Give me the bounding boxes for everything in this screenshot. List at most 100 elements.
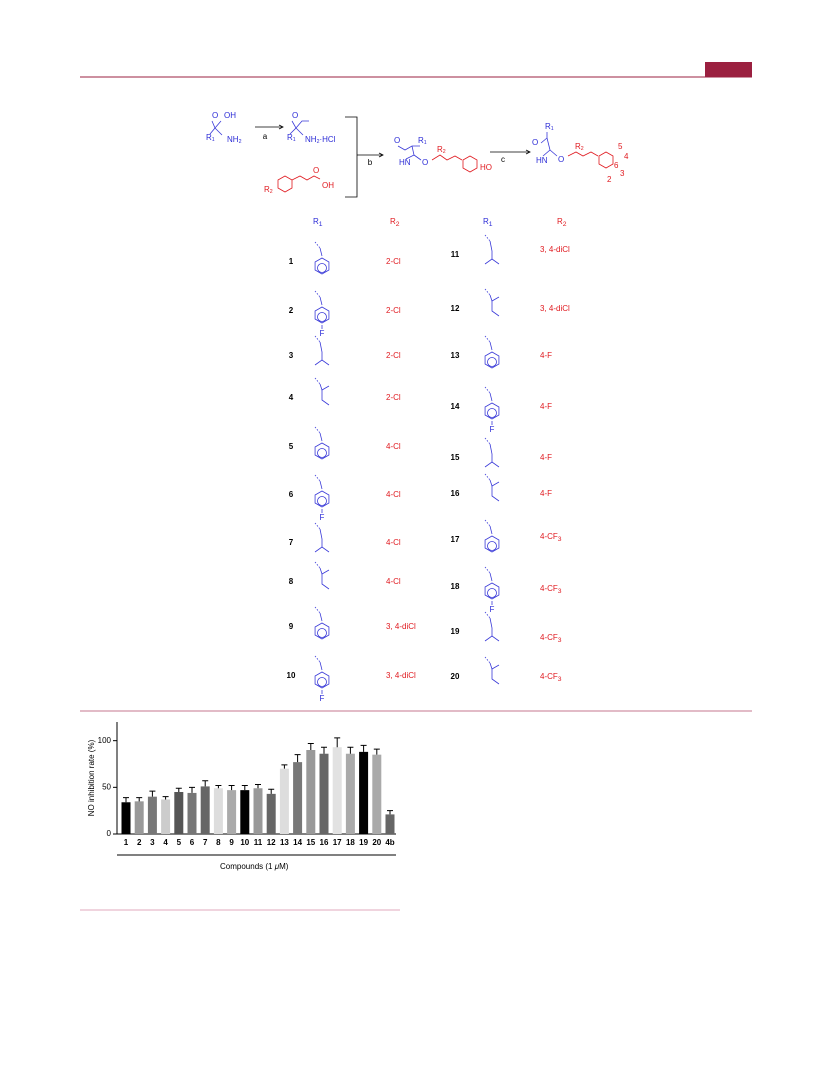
- label-main: 3, 4-diCl: [386, 671, 416, 680]
- ring: [484, 351, 500, 369]
- x-axis-label: Compounds (1 μM): [220, 862, 289, 871]
- label-italic: μ: [274, 862, 280, 871]
- attach-point: [314, 377, 321, 385]
- compound-number: 9: [289, 622, 294, 631]
- bond: [319, 296, 323, 306]
- ring: [314, 622, 330, 640]
- bond: [489, 479, 500, 487]
- x-tick-label: 4b: [385, 838, 394, 847]
- compound-number: 13: [451, 351, 460, 360]
- attach-point: [484, 234, 491, 242]
- x-tick-label: 5: [177, 838, 182, 847]
- ring: [598, 151, 614, 169]
- bond: [214, 120, 222, 129]
- ring: [484, 535, 500, 553]
- bar: [161, 799, 171, 834]
- label-tail: M): [279, 862, 289, 871]
- error-bar: [281, 764, 288, 769]
- y-axis-label: NO inhibition rate (%): [87, 739, 96, 816]
- compound-number: 6: [289, 490, 294, 499]
- r2-substituent: 3, 4-diCl: [386, 671, 416, 680]
- reagent-label: a: [263, 132, 268, 141]
- bond: [291, 175, 321, 181]
- bar: [332, 747, 342, 834]
- attach-point: [314, 290, 321, 298]
- r2-substituent: 2-Cl: [386, 306, 401, 315]
- bar: [319, 753, 329, 834]
- compound-number: 4: [289, 393, 294, 402]
- bond: [289, 120, 297, 135]
- error-bar: [387, 810, 393, 815]
- atom-label: F: [320, 694, 325, 703]
- label-sub: 1: [489, 221, 493, 228]
- compound-number: 2: [289, 306, 294, 315]
- error-bar: [189, 786, 195, 793]
- compound-number: 14: [451, 402, 460, 411]
- error-bar: [228, 784, 235, 791]
- bond: [319, 383, 330, 391]
- bar: [187, 792, 197, 834]
- label-main: NH: [227, 135, 239, 144]
- x-tick-label: 14: [293, 838, 302, 847]
- label-sub: 1: [212, 137, 215, 143]
- x-tick-label: 8: [216, 838, 221, 847]
- bracket: [345, 116, 358, 198]
- column-header: R2: [557, 217, 567, 228]
- label-main: 4-Cl: [386, 538, 401, 547]
- scheme-label: HN: [399, 158, 411, 167]
- arrow-head: [525, 149, 531, 155]
- label-main: NH: [305, 135, 317, 144]
- x-tick-label: 15: [306, 838, 315, 847]
- ring-bond: [317, 448, 327, 458]
- bond: [491, 301, 500, 317]
- scheme-label: R1: [206, 133, 215, 143]
- error-bar: [149, 790, 156, 797]
- bond: [214, 127, 223, 136]
- x-tick-label: 10: [240, 838, 249, 847]
- bond: [489, 443, 493, 462]
- attach-point: [314, 241, 321, 249]
- ring: [314, 257, 330, 275]
- scheme-label: 4: [624, 152, 629, 161]
- compound-number: 8: [289, 577, 294, 586]
- atom-label: F: [320, 513, 325, 522]
- label-main: R: [418, 136, 424, 145]
- bar: [121, 802, 131, 834]
- x-tick-label: 20: [372, 838, 381, 847]
- label-main: OH: [322, 181, 334, 190]
- compound-number: 16: [451, 489, 460, 498]
- error-bar: [347, 746, 354, 754]
- y-tick-label: 0: [107, 829, 112, 838]
- label-main: 4-CF: [540, 584, 558, 593]
- label-sub: 2: [443, 149, 446, 155]
- x-tick-label: 18: [346, 838, 355, 847]
- label-main: 4-F: [540, 453, 552, 462]
- label-main: R: [264, 185, 270, 194]
- bond: [489, 525, 493, 535]
- bond: [314, 546, 330, 553]
- attach-point: [484, 437, 491, 445]
- atom-label: F: [490, 425, 495, 434]
- x-tick-label: 1: [124, 838, 129, 847]
- label-main: 2-Cl: [386, 306, 401, 315]
- label-main: 3, 4-diCl: [386, 622, 416, 631]
- bar: [240, 790, 250, 834]
- label-main: O: [532, 138, 538, 147]
- scheme-label: O: [292, 111, 298, 120]
- label-main: R: [575, 142, 581, 151]
- atom-label: F: [490, 605, 495, 614]
- scheme-label: O: [532, 138, 538, 147]
- scheme-label: 5: [618, 142, 623, 151]
- x-tick-label: 19: [359, 838, 368, 847]
- compound-number: 10: [287, 671, 296, 680]
- scheme-label: 6: [614, 161, 619, 170]
- x-tick-label: 11: [254, 838, 263, 847]
- bond: [319, 661, 323, 671]
- bond: [491, 669, 500, 685]
- bond: [489, 572, 493, 582]
- scheme-label: R2: [264, 185, 273, 195]
- scheme-label: O: [558, 155, 564, 164]
- x-tick-label: 2: [137, 838, 142, 847]
- ring-bond: [487, 357, 497, 367]
- reagent-label: b: [368, 158, 373, 167]
